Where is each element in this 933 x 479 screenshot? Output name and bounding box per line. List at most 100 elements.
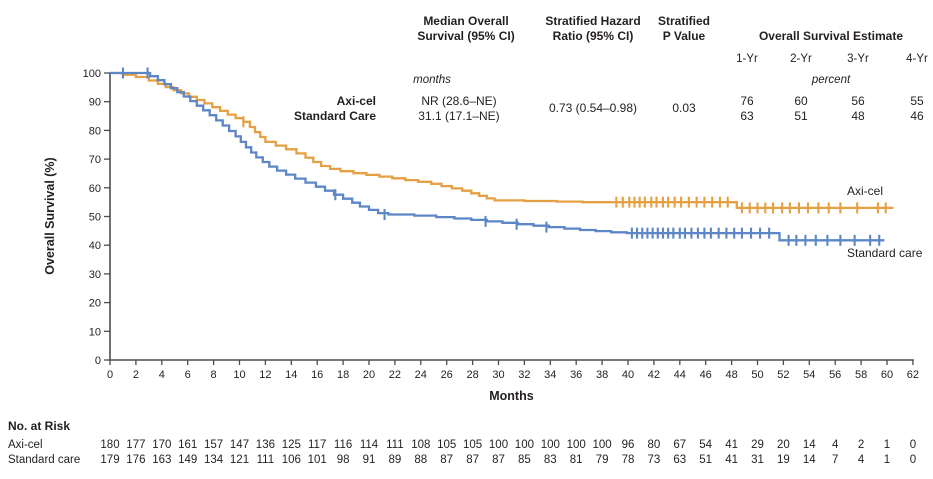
- estimate-standard-3yr: 48: [851, 109, 865, 123]
- median-os-value-standard-care: 31.1 (17.1–NE): [418, 109, 500, 123]
- risk-value: 20: [776, 439, 790, 451]
- risk-value: 79: [595, 454, 609, 466]
- risk-value: 136: [255, 439, 275, 451]
- y-tick-label: 70: [89, 154, 101, 166]
- risk-value: 101: [307, 454, 327, 466]
- risk-value: 73: [647, 454, 661, 466]
- risk-value: 78: [621, 454, 635, 466]
- x-tick-label: 10: [233, 369, 245, 381]
- estimate-axi-cel-1yr: 76: [740, 94, 754, 108]
- risk-value: 41: [725, 439, 738, 451]
- risk-value: 116: [333, 439, 353, 451]
- estimate-axi-cel-2yr: 60: [794, 94, 808, 108]
- risk-value: 87: [466, 454, 479, 466]
- risk-value: 19: [776, 454, 790, 466]
- x-tick-label: 52: [777, 369, 789, 381]
- x-tick-label: 60: [881, 369, 893, 381]
- risk-value: 1: [883, 454, 891, 466]
- x-tick-label: 58: [855, 369, 867, 381]
- x-tick-label: 12: [259, 369, 271, 381]
- hazard-ratio-header-line2: Ratio (95% CI): [552, 29, 634, 43]
- risk-value: 83: [543, 454, 557, 466]
- os-estimate-unit: percent: [811, 74, 851, 86]
- risk-value: 177: [126, 439, 146, 451]
- x-tick-label: 62: [907, 369, 919, 381]
- risk-value: 111: [256, 454, 275, 466]
- summary-row-label-axi-cel: Axi-cel: [336, 94, 376, 108]
- hazard-ratio-header-line1: Stratified Hazard: [545, 14, 641, 28]
- estimate-standard-2yr: 51: [794, 109, 808, 123]
- risk-value: 100: [566, 439, 586, 451]
- summary-row-label-standard-care: Standard Care: [293, 109, 376, 123]
- risk-value: 106: [281, 454, 301, 466]
- y-tick-label: 40: [89, 240, 101, 252]
- risk-value: 31: [751, 454, 764, 466]
- risk-row-label-axi-cel: Axi-cel: [8, 439, 43, 451]
- risk-value: 179: [100, 454, 120, 466]
- x-axis-title: Months: [489, 389, 533, 403]
- x-tick-label: 14: [285, 369, 297, 381]
- x-tick-label: 32: [518, 369, 530, 381]
- risk-value: 14: [802, 439, 816, 451]
- risk-value: 157: [204, 439, 224, 451]
- risk-value: 7: [831, 454, 839, 466]
- hazard-ratio-value: 0.73 (0.54–0.98): [548, 101, 638, 115]
- x-tick-label: 2: [133, 369, 139, 381]
- risk-value: 88: [414, 454, 428, 466]
- risk-value: 2: [857, 439, 865, 451]
- curve-label-standard-care: Standard care: [847, 246, 923, 260]
- y-tick-label: 60: [89, 183, 101, 195]
- median-os-header-line2: Survival (95% CI): [417, 29, 515, 43]
- hazard-ratio-header: Stratified Hazard Ratio (95% CI): [513, 14, 673, 44]
- risk-value: 149: [178, 454, 198, 466]
- p-value-header-line1: Stratified: [657, 14, 710, 28]
- os-estimate-subheader-3yr: 3-Yr: [847, 53, 869, 65]
- x-tick-label: 40: [622, 369, 634, 381]
- risk-value: 163: [152, 454, 172, 466]
- risk-value: 125: [281, 439, 301, 451]
- x-tick-label: 22: [389, 369, 401, 381]
- estimate-standard-4yr: 46: [910, 109, 924, 123]
- x-tick-label: 42: [648, 369, 660, 381]
- y-tick-label: 20: [89, 298, 101, 310]
- x-tick-label: 0: [107, 369, 113, 381]
- y-axis-title: Overall Survival (%): [43, 157, 57, 274]
- y-tick-label: 80: [89, 125, 101, 137]
- risk-value: 134: [204, 454, 224, 466]
- x-tick-label: 56: [829, 369, 841, 381]
- km-curve-axi-cel: [110, 71, 894, 210]
- x-tick-label: 16: [311, 369, 323, 381]
- risk-value: 0: [909, 439, 917, 451]
- risk-value: 87: [440, 454, 454, 466]
- risk-row-label-standard-care: Standard care: [8, 454, 81, 466]
- risk-value: 100: [540, 439, 560, 451]
- risk-value: 100: [514, 439, 534, 451]
- risk-value: 14: [802, 454, 816, 466]
- risk-value: 54: [699, 439, 713, 451]
- risk-value: 29: [751, 439, 764, 451]
- risk-value: 98: [336, 454, 350, 466]
- risk-value: 81: [569, 454, 583, 466]
- x-tick-label: 38: [596, 369, 608, 381]
- risk-value: 51: [699, 454, 713, 466]
- x-tick-label: 28: [466, 369, 478, 381]
- risk-value: 67: [673, 439, 687, 451]
- risk-value: 85: [517, 454, 531, 466]
- risk-value: 100: [488, 439, 509, 451]
- risk-value: 87: [492, 454, 505, 466]
- risk-value: 4: [831, 439, 839, 451]
- risk-value: 147: [229, 439, 250, 451]
- y-tick-label: 90: [89, 97, 101, 109]
- risk-value: 170: [152, 439, 172, 451]
- median-os-unit: months: [413, 74, 451, 86]
- risk-value: 114: [359, 439, 379, 451]
- risk-value: 41: [725, 454, 738, 466]
- median-os-header: Median Overall Survival (95% CI): [386, 14, 546, 44]
- risk-value: 176: [126, 454, 146, 466]
- km-curve-standard-care: [110, 71, 885, 242]
- risk-value: 180: [100, 439, 120, 451]
- estimate-standard-1yr: 63: [740, 109, 754, 123]
